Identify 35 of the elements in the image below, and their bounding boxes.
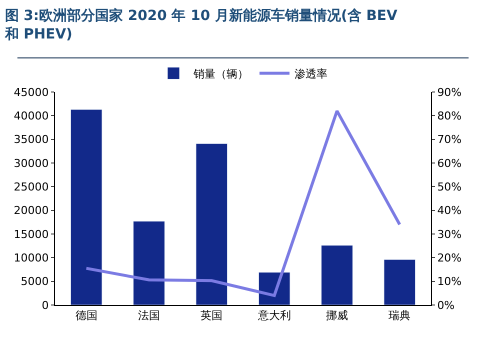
x-tick-label: 意大利 <box>256 309 291 322</box>
y2-tick-label: 40% <box>437 204 462 218</box>
bar <box>133 220 165 305</box>
y-tick-label: 35000 <box>14 133 49 146</box>
y-tick-label: 10000 <box>14 252 49 265</box>
chart-title: 图 3:欧洲部分国家 2020 年 10 月新能源车销量情况(含 BEV 和 PHEV) <box>4 7 398 42</box>
bar <box>196 143 228 305</box>
x-tick-label: 德国 <box>75 309 98 322</box>
legend-label: 销量（辆） <box>192 68 248 81</box>
line-series <box>84 109 402 298</box>
x-tick-label: 挪威 <box>326 309 348 322</box>
y-tick-label: 40000 <box>14 110 49 123</box>
y2-tick-label: 50% <box>437 180 462 194</box>
bar <box>384 259 416 305</box>
y2-tick-label: 30% <box>437 228 462 241</box>
x-tick-label: 英国 <box>200 309 223 322</box>
y-tick-label: 30000 <box>14 156 49 170</box>
y-tick-label: 15000 <box>14 228 49 241</box>
legend-label: 渗透率 <box>294 68 328 81</box>
y2-tick-label: 60% <box>437 156 462 170</box>
y2-tick-label: 70% <box>437 133 462 146</box>
y-tick-label: 20000 <box>14 204 49 218</box>
y2-tick-label: 90% <box>437 86 462 99</box>
y-tick-label: 45000 <box>14 86 49 99</box>
x-tick-label: 法国 <box>138 309 160 322</box>
y2-tick-label: 80% <box>437 110 462 123</box>
x-tick-label: 瑞典 <box>388 309 411 322</box>
y2-tick-label: 10% <box>437 275 462 288</box>
bar <box>321 245 353 305</box>
y2-tick-label: 0% <box>437 298 455 312</box>
bar <box>70 109 102 305</box>
y-tick-label: 0 <box>42 298 49 312</box>
y2-tick-label: 20% <box>437 252 462 265</box>
y-tick-label: 5000 <box>20 275 49 288</box>
y-tick-label: 25000 <box>14 180 49 194</box>
